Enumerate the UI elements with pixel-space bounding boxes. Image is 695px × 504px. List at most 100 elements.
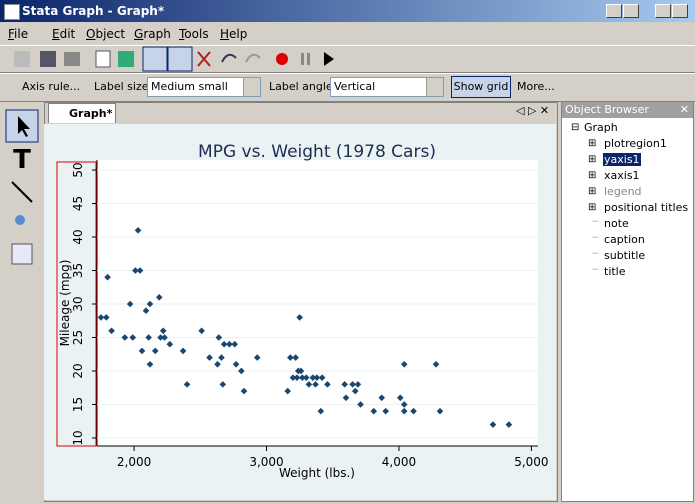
pause-button[interactable] [307,53,310,65]
line-tool[interactable] [11,181,33,203]
menu-item[interactable]: Edit [52,27,76,41]
tree-expand[interactable]: ⊞ [588,154,597,165]
minimize-button[interactable] [606,4,622,18]
scatter-point [370,407,378,415]
scatter-point [198,327,205,335]
app-icon [4,4,20,20]
toolbar-icons [14,46,334,72]
tree-root[interactable]: Graph [584,121,618,134]
restore-button[interactable] [623,4,639,18]
scatter-point [238,367,245,375]
icon[interactable] [64,52,80,66]
select-value: Medium small [151,80,228,93]
label-angle-select[interactable]: Vertical [330,77,444,97]
scatter-point [309,374,317,381]
menu-item[interactable]: File [8,27,29,41]
axis-rule-button[interactable]: Axis rule... [22,80,81,93]
dropdown-arrow[interactable] [426,78,443,96]
icon[interactable] [95,50,111,68]
graph: MPG vs. Weight (1978 Cars) Mileage (mpg)… [44,124,556,500]
tree-expand[interactable]: ⊞ [588,202,597,213]
icon[interactable] [14,51,30,67]
marker-tool[interactable] [15,215,25,225]
y-tick-label: 40 [71,229,85,244]
show-grid-button[interactable]: Show grid [451,76,511,98]
close-button[interactable] [672,4,688,18]
scatter-point [179,347,187,355]
y-tick-label: 25 [71,330,85,345]
scatter-point [312,381,319,388]
scatter-point [151,347,159,355]
pause-button[interactable] [301,53,304,65]
scatter-point [297,367,305,375]
tree-expand[interactable]: ⊞ [588,138,597,149]
scatter-point [206,354,213,361]
tab-label: Graph* [69,107,113,120]
tool-icons: T [5,109,39,265]
icon[interactable] [197,51,211,67]
tree-item[interactable]: note [604,217,629,230]
grid-edit-tool[interactable] [11,243,33,265]
graph-tab[interactable]: Graph* [48,103,116,123]
record-button[interactable] [276,53,288,65]
icon[interactable] [221,53,237,63]
scatter-point [400,407,408,415]
scatter-point [432,360,440,368]
label-size-select[interactable]: Medium small [147,77,261,97]
icon[interactable] [167,46,193,72]
scatter-point [159,327,167,335]
y-axis-title: Mileage (mpg) [58,260,72,347]
scatter-point [351,387,359,395]
y-tick-label: 30 [71,296,85,311]
tree-item[interactable]: yaxis1 [603,153,641,166]
scatter-point [183,381,191,388]
tree-item[interactable]: subtitle [604,249,646,262]
menu-item[interactable]: Tools [179,27,209,41]
scatter-point [324,381,331,388]
scatter-point [284,387,292,395]
contextual-toolbar [0,73,695,102]
scatter-point [214,360,221,368]
scatter-point [232,360,240,368]
menu-item[interactable]: Graph [134,27,171,41]
dropdown-arrow[interactable] [243,78,260,96]
y-tick-label: 35 [71,263,85,278]
tree-item[interactable]: plotregion1 [604,137,667,150]
scatter-point [313,374,321,381]
chart-title: MPG vs. Weight (1978 Cars) [198,142,436,162]
play-button[interactable] [324,52,334,66]
scatter-point [357,401,364,408]
y-tick-label: 50 [71,162,85,177]
tree-item[interactable]: legend [604,185,642,198]
icon[interactable] [245,53,261,63]
tree-item[interactable]: xaxis1 [604,169,640,182]
icon[interactable] [142,46,168,72]
menu-item[interactable]: Help [220,27,248,41]
text-tool[interactable]: T [13,145,31,175]
menu-item[interactable]: Object [86,27,126,41]
tree-item[interactable]: positional titles [604,201,689,214]
menu-bar: File Edit Object Graph Tools Help [0,24,695,44]
scatter-point [378,394,386,402]
scatter-point [215,334,223,341]
icon[interactable] [118,51,134,67]
scatter-point [102,314,110,321]
tree-item[interactable]: title [604,265,626,278]
tree-item[interactable]: caption [604,233,645,246]
tree-expand[interactable]: ⊞ [588,170,597,181]
tree-collapse[interactable]: ⊟ [571,122,580,133]
select-value: Vertical [334,80,376,93]
scatter-point [155,294,163,301]
scatter-point [146,300,154,308]
tree-expand[interactable]: ⊞ [588,186,597,197]
x-tick-label: 5,000 [514,455,548,469]
scatter-point [142,307,150,315]
tab-nav[interactable]: ◁ ▷ ✕ [516,104,550,117]
object-browser-header: Object Browser ✕ [562,102,693,118]
minimize-button[interactable] [655,4,671,18]
close-button[interactable]: ✕ [679,103,689,116]
more-button[interactable]: More... [517,80,555,93]
icon[interactable] [40,51,56,67]
window-title: Stata Graph - Graph* [22,4,165,18]
scatter-point [104,273,111,281]
